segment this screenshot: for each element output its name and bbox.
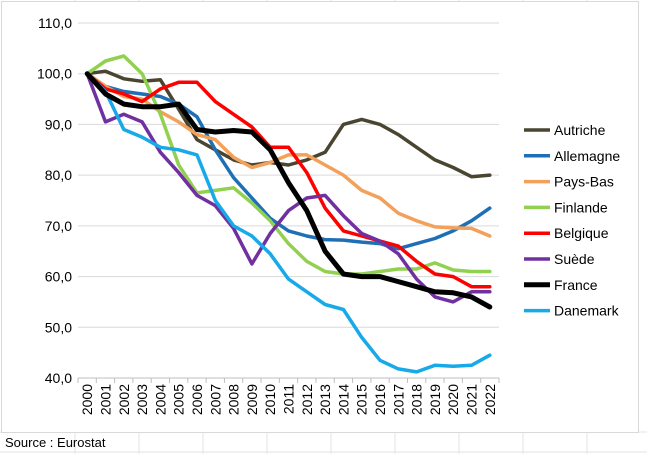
y-tick-label: 90,0 xyxy=(45,116,72,132)
legend: Autriche Allemagne Pays-Bas Finlande Belgiqu… xyxy=(524,122,620,319)
legend-label: Danemark xyxy=(554,303,620,319)
legend-label: Belgique xyxy=(554,225,609,241)
x-tick-label: 2020 xyxy=(445,384,461,415)
legend-label: Allemagne xyxy=(554,148,620,164)
x-tick-label: 2014 xyxy=(335,384,351,415)
y-tick-label: 100,0 xyxy=(37,66,72,82)
x-tick-label: 2010 xyxy=(262,384,278,415)
x-tick-label: 2019 xyxy=(427,384,443,415)
x-tick-label: 2003 xyxy=(134,384,150,415)
legend-label: France xyxy=(554,277,598,293)
x-tick-label: 2022 xyxy=(482,384,498,415)
source-note: Source : Eurostat xyxy=(5,435,106,450)
x-tick-label: 2005 xyxy=(171,384,187,415)
x-tick-label: 2000 xyxy=(79,384,95,415)
chart-area[interactable]: 40,0 50,0 60,0 70,0 80,0 90,0 100,0 110,0 2000 20… xyxy=(1,1,639,433)
y-tick-label: 80,0 xyxy=(45,167,72,183)
legend-label: Suède xyxy=(554,251,595,267)
series-lines xyxy=(84,54,493,374)
x-tick-label: 2009 xyxy=(244,384,260,415)
x-tick-label: 2002 xyxy=(116,384,132,415)
x-tick-label: 2018 xyxy=(409,384,425,415)
series-line-autriche xyxy=(85,69,492,179)
legend-label: Pays-Bas xyxy=(554,174,614,190)
x-tick-label: 2008 xyxy=(226,384,242,415)
y-tick-label: 40,0 xyxy=(45,370,72,386)
x-tick-label: 2011 xyxy=(281,384,297,414)
x-tick-label: 2001 xyxy=(97,384,113,415)
series-line-allemagne xyxy=(85,71,492,251)
x-tick-label: 2013 xyxy=(317,384,333,415)
y-tick-label: 60,0 xyxy=(45,269,72,285)
x-tick-label: 2007 xyxy=(207,384,223,415)
gridlines xyxy=(78,22,499,379)
series-line-danemark xyxy=(85,71,492,374)
x-tick-label: 2006 xyxy=(189,384,205,415)
x-tick-label: 2017 xyxy=(390,384,406,415)
series-line-belgique xyxy=(85,71,492,289)
x-tick-label: 2016 xyxy=(372,384,388,415)
x-tick-label: 2015 xyxy=(354,384,370,415)
y-tick-label: 50,0 xyxy=(45,319,72,335)
series-line-france xyxy=(84,71,493,310)
x-tick-label: 2004 xyxy=(152,384,168,415)
legend-label: Finlande xyxy=(554,199,608,215)
x-tick-label: 2021 xyxy=(464,384,480,415)
legend-label: Autriche xyxy=(554,122,606,138)
y-tick-label: 110,0 xyxy=(38,15,72,31)
x-tick-label: 2012 xyxy=(299,384,315,415)
y-tick-label: 70,0 xyxy=(45,218,72,234)
